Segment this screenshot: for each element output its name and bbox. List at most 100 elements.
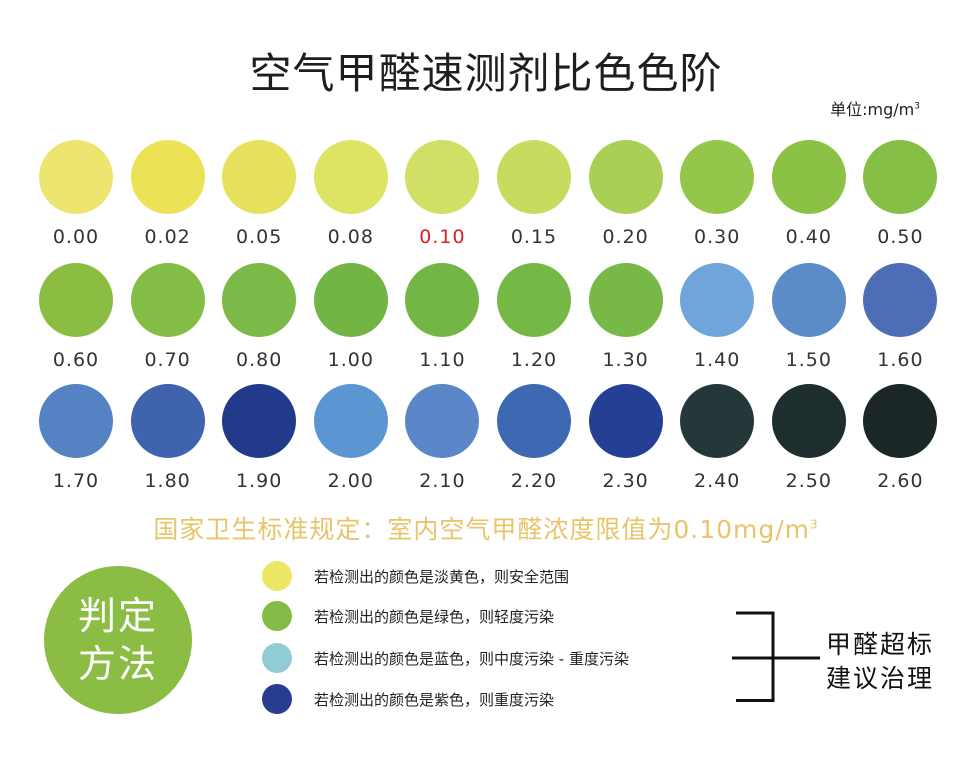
swatch-1-30: 1.30	[578, 263, 674, 371]
legend-text: 若检测出的颜色是绿色，则轻度污染	[314, 607, 555, 626]
swatch-value: 0.00	[52, 226, 100, 248]
swatch-circle	[680, 140, 755, 214]
legend-dot	[262, 561, 292, 591]
swatch-value: 2.20	[510, 470, 558, 492]
action-line-1: 甲醛超标	[826, 630, 935, 659]
swatch-value: 0.08	[327, 226, 374, 248]
swatch-value: 0.40	[785, 226, 832, 248]
swatch-0-80: 0.80	[211, 263, 307, 371]
legend-item-blue: 若检测出的颜色是蓝色，则中度污染 - 重度污染	[262, 643, 629, 673]
swatch-value: 1.40	[694, 349, 741, 371]
swatch-0-08: 0.08	[303, 140, 399, 248]
swatch-circle	[497, 263, 571, 337]
swatch-circle	[130, 263, 205, 337]
unit-superscript: 3	[914, 101, 920, 112]
legend-text: 若检测出的颜色是紫色，则重度污染	[314, 690, 555, 709]
swatch-circle	[863, 263, 938, 337]
swatch-value: 2.60	[877, 470, 924, 492]
page-title: 空气甲醛速测剂比色色阶	[249, 49, 723, 98]
swatch-value: 0.30	[694, 226, 741, 248]
swatch-value: 2.00	[327, 470, 374, 492]
action-note: 甲醛超标 建议治理	[826, 628, 934, 696]
swatch-1-20: 1.20	[486, 263, 582, 371]
swatch-value: 0.15	[510, 226, 558, 248]
swatch-value: 2.30	[602, 470, 649, 492]
unit-label: 单位:mg/m3	[830, 96, 920, 120]
swatch-circle	[130, 384, 205, 458]
swatch-1-90: 1.90	[211, 384, 307, 492]
swatch-2-60: 2.60	[852, 384, 948, 492]
swatch-0-50: 0.50	[852, 140, 948, 248]
swatch-value: 1.30	[602, 349, 649, 371]
legend-item-light-yellow: 若检测出的颜色是淡黄色，则安全范围	[262, 561, 569, 591]
swatch-circle	[222, 384, 297, 458]
swatch-2-40: 2.40	[669, 384, 765, 492]
swatch-2-50: 2.50	[761, 384, 857, 492]
swatch-1-60: 1.60	[852, 263, 948, 371]
swatch-circle	[771, 263, 846, 337]
legend-item-purple: 若检测出的颜色是紫色，则重度污染	[262, 684, 554, 714]
swatch-2-30: 2.30	[578, 384, 674, 492]
swatch-circle	[588, 140, 663, 214]
swatch-0-10: 0.10	[394, 140, 490, 248]
swatch-value: 1.20	[510, 349, 558, 371]
swatch-0-15: 0.15	[486, 140, 582, 248]
standard-superscript: 3	[810, 517, 819, 532]
swatch-circle	[771, 140, 846, 214]
method-badge: 判定 方法	[44, 566, 192, 714]
swatch-value: 0.70	[144, 349, 191, 371]
swatch-circle	[222, 140, 297, 214]
legend-item-green: 若检测出的颜色是绿色，则轻度污染	[262, 601, 554, 631]
legend-text: 若检测出的颜色是蓝色，则中度污染 - 重度污染	[314, 649, 629, 668]
swatch-0-30: 0.30	[669, 140, 765, 248]
swatch-1-80: 1.80	[120, 384, 216, 492]
action-line-2: 建议治理	[826, 664, 935, 693]
swatch-value: 2.50	[785, 470, 832, 492]
swatch-value: 0.02	[144, 226, 191, 248]
swatch-value: 1.70	[52, 470, 100, 492]
swatch-value: 0.60	[52, 349, 100, 371]
unit-text: 单位:mg/m	[830, 100, 915, 119]
method-line-2: 方法	[77, 642, 158, 686]
legend-dot	[262, 643, 292, 673]
standard-text: 国家卫生标准规定：室内空气甲醛浓度限值为0.10mg/m	[153, 515, 811, 544]
swatch-value: 1.10	[419, 349, 466, 371]
swatch-circle	[863, 384, 938, 458]
swatch-value: 1.60	[877, 349, 924, 371]
swatch-circle	[497, 384, 571, 458]
swatch-circle	[313, 263, 388, 337]
swatch-circle	[313, 140, 388, 214]
swatch-2-20: 2.20	[486, 384, 582, 492]
swatch-0-00: 0.00	[28, 140, 124, 248]
swatch-value: 0.50	[877, 226, 924, 248]
swatch-circle	[405, 263, 480, 337]
swatch-0-05: 0.05	[211, 140, 307, 248]
swatch-value: 0.05	[236, 226, 283, 248]
swatch-circle	[313, 384, 388, 458]
swatch-value: 1.80	[144, 470, 191, 492]
swatch-circle	[222, 263, 297, 337]
legend-dot	[262, 601, 292, 631]
method-line-1: 判定	[77, 594, 158, 638]
swatch-1-40: 1.40	[669, 263, 765, 371]
swatch-circle	[680, 263, 755, 337]
swatch-circle	[588, 384, 663, 458]
swatch-1-70: 1.70	[28, 384, 124, 492]
swatch-1-50: 1.50	[761, 263, 857, 371]
swatch-circle	[39, 263, 113, 337]
swatch-value: 2.40	[694, 470, 741, 492]
swatch-0-60: 0.60	[28, 263, 124, 371]
swatch-circle	[405, 384, 480, 458]
swatch-value: 0.20	[602, 226, 649, 248]
swatch-0-02: 0.02	[120, 140, 216, 248]
swatch-circle	[130, 140, 205, 214]
swatch-circle	[771, 384, 846, 458]
swatch-0-20: 0.20	[578, 140, 674, 248]
swatch-2-00: 2.00	[303, 384, 399, 492]
swatch-circle	[588, 263, 663, 337]
swatch-1-10: 1.10	[394, 263, 490, 371]
swatch-value: 1.00	[327, 349, 374, 371]
swatch-2-10: 2.10	[394, 384, 490, 492]
legend-dot	[262, 684, 292, 714]
swatch-value: 0.80	[236, 349, 283, 371]
